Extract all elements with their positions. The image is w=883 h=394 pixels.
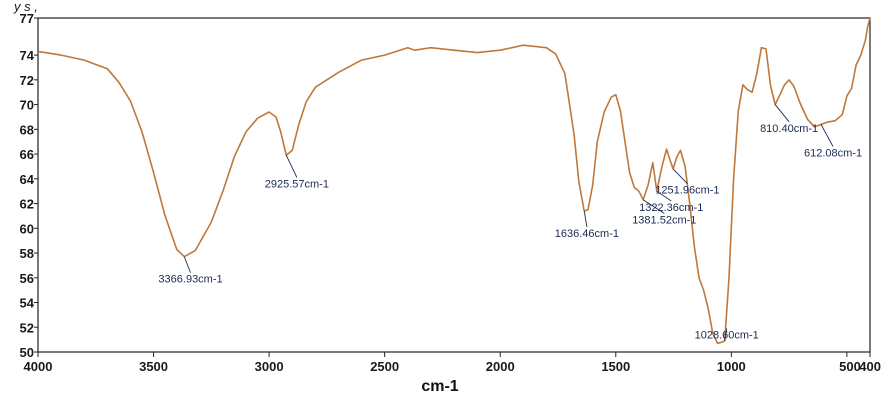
x-tick-label: 400 [859, 359, 881, 374]
x-tick-label: 1500 [601, 359, 630, 374]
y-axis: 50 52 54 56 58 60 62 64 66 68 70 72 74 77 [20, 11, 38, 360]
top-clipped-text: y s , [13, 0, 38, 14]
peak-label: 1636.46cm-1 [555, 228, 619, 240]
peak-leader-line [672, 168, 688, 184]
y-tick-label: 50 [20, 345, 34, 360]
x-tick-label: 2000 [486, 359, 515, 374]
peak-label: 810.40cm-1 [760, 123, 818, 135]
peak-leader-line [183, 256, 191, 273]
plot-frame [37, 17, 871, 353]
y-tick-label: 58 [20, 246, 34, 261]
y-tick-label: 52 [20, 320, 34, 335]
peak-label: 612.08cm-1 [804, 148, 862, 160]
x-tick-label: 2500 [370, 359, 399, 374]
x-tick-label: 3500 [139, 359, 168, 374]
peak-leader-line [642, 199, 665, 214]
x-axis-title: cm-1 [421, 378, 458, 394]
peak-label: 1028.60cm-1 [695, 329, 759, 341]
peak-leader-line [656, 190, 672, 202]
peak-leader-line [724, 328, 728, 341]
peak-leader-line [774, 104, 790, 123]
peak-label: 3366.93cm-1 [158, 274, 222, 286]
y-tick-label: 64 [20, 172, 35, 187]
peak-leader-line [820, 124, 834, 147]
peak-label: 1322.36cm-1 [639, 202, 703, 214]
peak-annotations: 3366.93cm-1 2925.57cm-1 1636.46cm-1 1381.52… [158, 104, 862, 341]
y-tick-label: 70 [20, 98, 34, 113]
peak-leader-line [583, 210, 588, 228]
peak-label: 1381.52cm-1 [632, 214, 696, 226]
y-tick-label: 66 [20, 147, 34, 162]
spectrum-line [37, 17, 871, 345]
y-tick-label: 60 [20, 221, 34, 236]
y-tick-label: 72 [20, 73, 34, 88]
x-tick-label: 4000 [24, 359, 53, 374]
peak-label: 2925.57cm-1 [265, 178, 329, 190]
y-tick-label: 77 [20, 11, 34, 26]
y-tick-label: 74 [20, 48, 35, 63]
y-tick-label: 56 [20, 271, 34, 286]
x-tick-label: 3000 [255, 359, 284, 374]
y-tick-label: 54 [20, 296, 35, 311]
y-tick-label: 68 [20, 122, 34, 137]
y-tick-label: 62 [20, 197, 34, 212]
x-tick-label: 500 [839, 359, 861, 374]
peak-label: 1251.96cm-1 [655, 185, 719, 197]
x-tick-label: 1000 [717, 359, 746, 374]
peak-leader-line [285, 155, 298, 178]
